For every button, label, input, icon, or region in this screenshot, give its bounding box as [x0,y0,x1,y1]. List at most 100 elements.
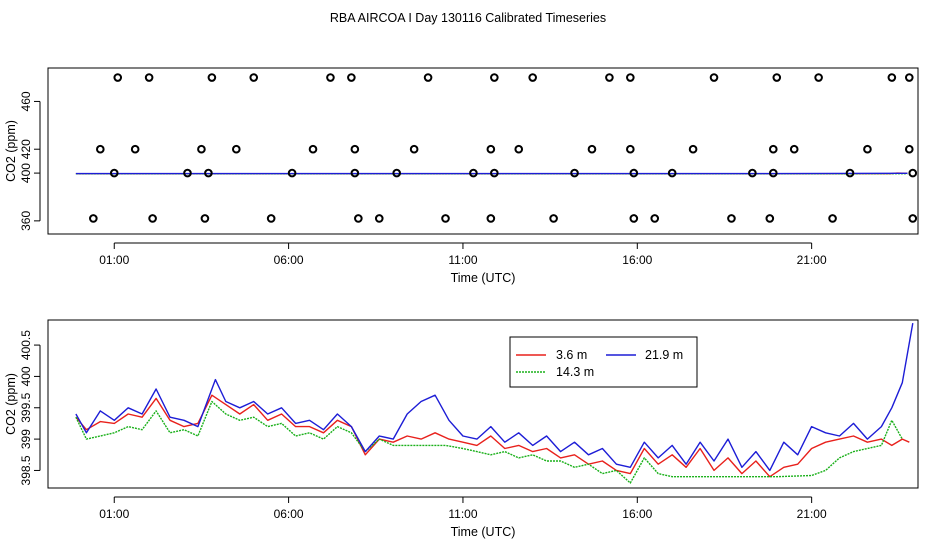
top-data-point [409,144,419,154]
top-data-point [908,168,918,178]
top-y-tick-label: 420 [19,139,33,159]
top-x-tick-label: 16:00 [622,253,652,267]
top-data-point [667,168,677,178]
top-data-point [486,144,496,154]
top-data-point [204,168,213,178]
bottom-x-tick-label: 01:00 [99,507,129,521]
bottom-x-axis: 01:00 06:00 11:00 16:00 21:00 [99,496,827,521]
top-data-point [130,144,140,154]
bottom-y-axis-title: CO2 (ppm) [4,373,18,435]
top-points [89,73,918,223]
top-series-lines [75,172,908,175]
legend-label-21.9m: 21.9 m [645,348,683,362]
top-data-point [113,73,123,82]
top-data-point [772,73,782,82]
bottom-y-axis: 398.5 399 399.5 400 400.5 [19,330,41,485]
bottom-y-tick-label: 400.5 [19,330,33,360]
top-data-point [789,144,799,154]
top-data-point [200,214,210,223]
bottom-y-tick-label: 400 [19,366,33,386]
bottom-y-tick-label: 398.5 [19,455,33,485]
top-data-point [266,214,276,223]
bottom-series-3.6m [75,394,910,478]
top-data-point [814,73,823,82]
top-y-axis-title: CO2 (ppm) [4,120,18,182]
top-data-point [423,73,433,82]
top-data-point [350,168,360,178]
top-data-point [908,214,918,223]
top-data-point [392,168,401,178]
top-data-point [514,144,524,154]
bottom-x-tick-label: 06:00 [274,507,304,521]
top-data-point [570,168,579,178]
bottom-series-21.9m [75,322,914,472]
top-data-point [197,144,206,154]
top-data-point [528,73,537,82]
legend-label-3.6m: 3.6 m [556,348,587,362]
top-data-point [845,168,855,178]
top-data-point [207,73,217,82]
top-data-point [587,144,597,154]
bottom-plot-frame [47,319,919,489]
top-data-point [490,168,499,178]
top-data-point [144,73,154,82]
top-data-point [469,168,478,178]
bottom-panel: 398.5 399 399.5 400 400.5 01:00 06:00 11:00 16:… [4,319,919,539]
chart-title: RBA AIRCOA I Day 130116 Calibrated Times… [330,11,606,25]
top-data-point [231,144,241,154]
top-data-point [709,73,719,82]
top-data-point [605,73,614,82]
top-x-axis-title: Time (UTC) [451,271,516,285]
legend-box [509,336,698,388]
top-panel: 360 400 420 460 01:00 06:00 11:00 16:00 21:00 T… [4,67,919,285]
bottom-series-14.3m [75,400,903,484]
top-plot-frame [47,67,919,235]
top-data-point [183,168,192,178]
top-data-point [441,214,450,223]
top-data-point [490,73,499,82]
top-data-point [887,73,897,82]
top-data-point [650,214,660,223]
bottom-x-tick-label: 16:00 [622,507,652,521]
top-data-point [354,214,363,223]
top-data-point [486,214,496,223]
top-x-tick-label: 11:00 [448,253,477,267]
top-data-point [768,168,778,178]
top-y-tick-label: 460 [19,91,33,111]
top-data-point [688,144,698,154]
top-data-point [768,144,778,154]
top-data-point [287,168,297,178]
top-data-point [96,144,105,154]
top-data-point [626,144,635,154]
top-data-point [549,214,558,223]
top-data-point [748,168,757,178]
top-data-point [828,214,837,223]
top-data-point [765,214,775,223]
top-data-point [89,214,98,223]
bottom-y-tick-label: 399 [19,429,33,449]
bottom-x-tick-label: 21:00 [797,507,827,521]
top-data-point [347,73,356,82]
top-data-point [863,144,872,154]
top-y-axis: 360 400 420 460 [19,91,41,231]
top-data-point [904,73,914,82]
top-y-tick-label: 360 [19,211,33,231]
bottom-x-tick-label: 11:00 [448,507,477,521]
top-data-point [148,214,157,223]
bottom-y-tick-label: 399.5 [19,392,33,422]
top-x-tick-label: 01:00 [99,253,129,267]
top-data-point [308,144,318,154]
top-data-point [904,144,914,154]
top-data-point [374,214,384,223]
top-data-point [626,73,635,82]
top-data-point [727,214,736,223]
top-data-point [629,168,639,178]
top-data-point [629,214,639,223]
top-data-point [109,168,119,178]
bottom-x-axis-title: Time (UTC) [451,525,516,539]
top-y-tick-label: 400 [19,163,33,183]
legend: 3.6 m 21.9 m 14.3 m [509,336,698,388]
top-x-tick-label: 06:00 [274,253,304,267]
top-x-tick-label: 21:00 [797,253,827,267]
